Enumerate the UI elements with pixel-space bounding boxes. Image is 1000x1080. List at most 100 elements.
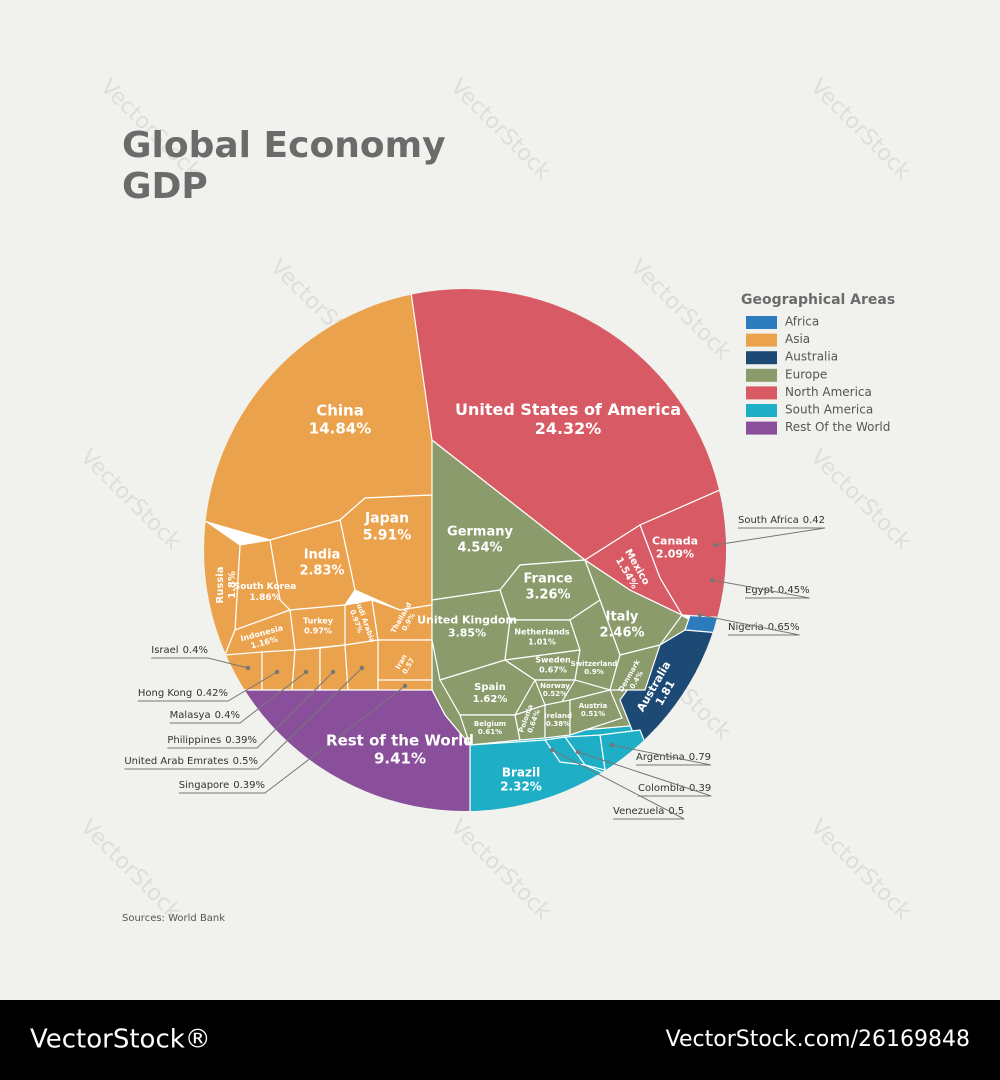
- callout-value: 0.5: [668, 806, 684, 817]
- callout-name: Venezuela: [613, 806, 664, 817]
- cell-value: 0.52%: [543, 690, 567, 698]
- cell: [543, 736, 587, 766]
- leader-line: [699, 614, 800, 636]
- legend-swatch: [746, 386, 777, 400]
- cell-value: 3.85%: [448, 627, 486, 640]
- legend-label: Africa: [785, 315, 819, 329]
- callout-value: 0.45%: [778, 585, 810, 596]
- callout-name: United Arab Emrates: [124, 756, 228, 767]
- callout-value: 0.42%: [196, 688, 228, 699]
- cell-value: 1.8%: [227, 571, 238, 599]
- cell-value: 0.51%: [581, 710, 605, 718]
- cell-value: 5.91%: [363, 527, 412, 543]
- leader-dot: [709, 577, 715, 583]
- legend-swatch: [746, 316, 777, 329]
- callout-value: 0.5%: [233, 756, 258, 767]
- chart-title: Global Economy: [122, 125, 446, 166]
- footer-brand: VectorStock®: [30, 1025, 211, 1055]
- cell-name: Brazil: [502, 765, 540, 779]
- leader-dot: [303, 669, 309, 675]
- legend-swatch: [746, 368, 777, 382]
- callout-value: 0.42: [803, 515, 825, 526]
- cell-value: 1.01%: [528, 637, 556, 646]
- callout-name: Israel: [151, 645, 178, 656]
- cell-name: China: [316, 402, 364, 420]
- leader-line: [711, 579, 810, 599]
- cell: [583, 524, 684, 617]
- leader-dot: [359, 665, 365, 671]
- cell-name: Ireland: [544, 712, 572, 720]
- cell-value: 0.97%: [304, 626, 332, 635]
- cell-name: France: [523, 572, 572, 587]
- callout-name: South Africa: [738, 515, 799, 526]
- leader-dot: [609, 742, 615, 748]
- leader-dot: [274, 669, 280, 675]
- callout-name: Malasya: [170, 710, 211, 721]
- legend-label: North America: [785, 385, 872, 399]
- leader-line: [167, 671, 334, 749]
- cell-name: United Kingdom: [417, 613, 517, 626]
- leader-line: [151, 657, 249, 669]
- legend-title: Geographical Areas: [741, 292, 895, 308]
- callout-value: 0.4%: [215, 710, 240, 721]
- legend-swatch: [746, 351, 777, 365]
- leader-line: [611, 744, 712, 766]
- cell-value: 2.46%: [599, 625, 644, 640]
- callout-name: Nigeria: [728, 622, 764, 633]
- cell-value: 2.32%: [500, 780, 542, 794]
- cell-name: United States of America: [455, 400, 681, 419]
- cell-name: Norway: [540, 682, 570, 690]
- cell-name: India: [304, 548, 341, 563]
- callout-name: Egypt: [745, 585, 774, 596]
- cell-name: Italy: [606, 610, 639, 625]
- cell-name: Spain: [474, 682, 506, 693]
- cell-name: Netherlands: [514, 628, 570, 637]
- leader-dot: [402, 683, 408, 689]
- callout-name: Colombia: [638, 783, 685, 794]
- cell-name: Turkey: [303, 617, 334, 626]
- legend-label: Australia: [785, 350, 838, 364]
- cell-value: 2.09%: [656, 548, 694, 561]
- leader-line: [124, 667, 363, 770]
- legend-swatch: [746, 404, 777, 417]
- cell-label: Russia 1.8%: [215, 567, 238, 604]
- source: Sources: World Bank: [122, 913, 225, 924]
- leader-dot: [697, 612, 703, 618]
- chart-subtitle: GDP: [122, 166, 208, 207]
- cell-value: 14.84%: [309, 420, 371, 438]
- footer-id: VectorStock.com/26169848: [666, 1027, 970, 1052]
- legend-label: Asia: [785, 332, 810, 346]
- callout-value: 0.4%: [183, 645, 208, 656]
- legend-label: Rest Of the World: [785, 420, 890, 434]
- cell-name: Germany: [447, 525, 513, 540]
- leader-line: [714, 527, 826, 546]
- cell-value: 1.86%: [249, 593, 280, 603]
- leader-dot: [245, 665, 251, 671]
- leader-line: [169, 671, 307, 724]
- cell-name: South Korea: [234, 582, 297, 592]
- cell-value: 0.38%: [546, 720, 570, 728]
- callout-name: Hong Kong: [138, 688, 192, 699]
- cell-value: 3.26%: [525, 587, 570, 602]
- cell-value: 2.83%: [299, 563, 344, 578]
- cell-value: 0.67%: [539, 665, 567, 674]
- legend-label: Europe: [785, 367, 827, 381]
- cell-name: Sweden: [535, 656, 571, 665]
- callout-name: Argentina: [636, 752, 685, 763]
